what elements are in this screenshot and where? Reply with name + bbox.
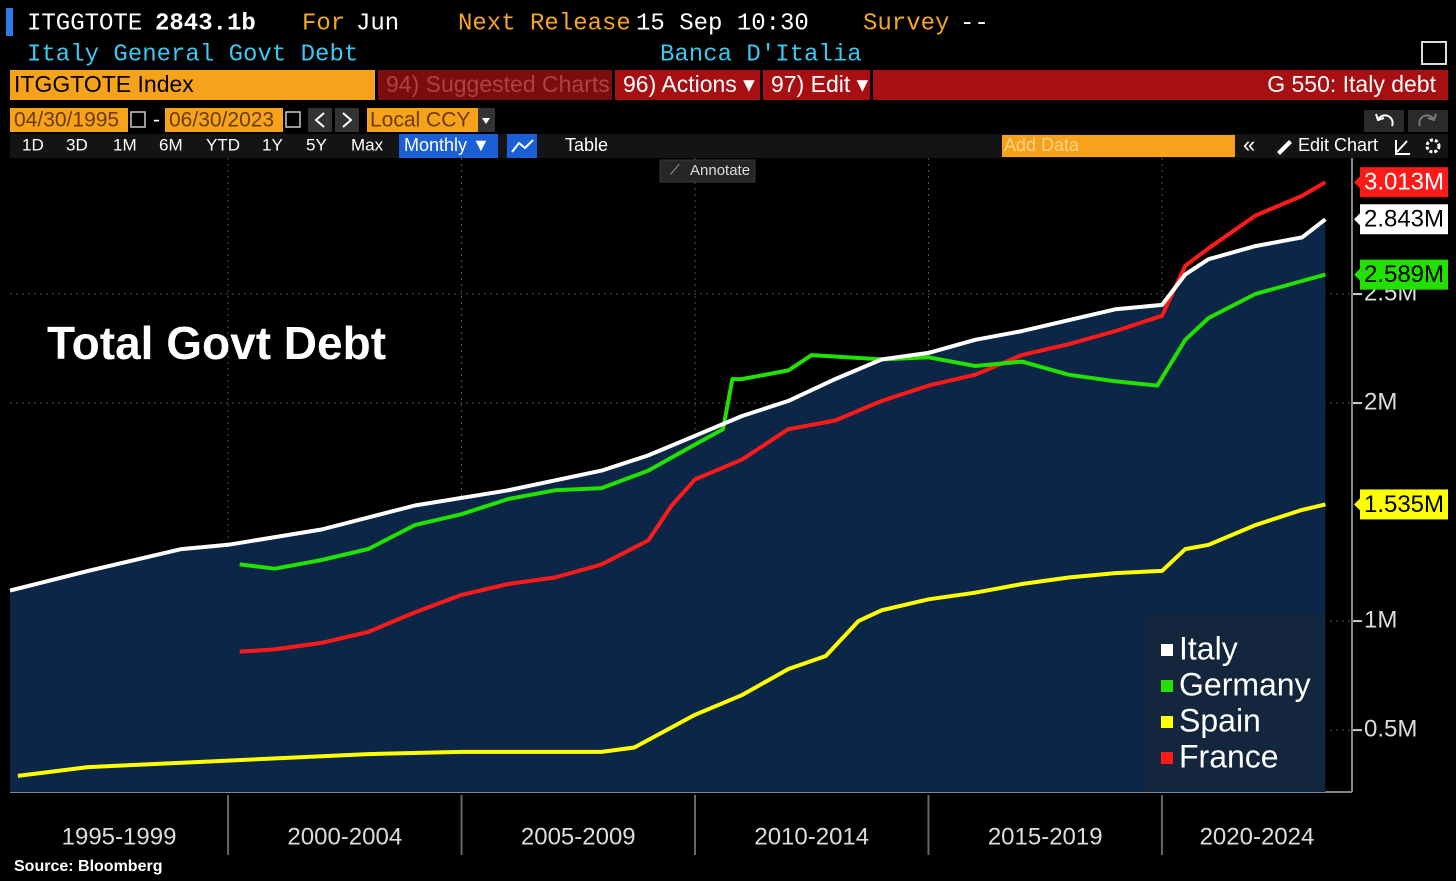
- survey-value: --: [960, 10, 989, 37]
- annotate-button[interactable]: [659, 159, 756, 183]
- actions-button[interactable]: [615, 70, 760, 100]
- last-value-label: 2.589M: [1364, 261, 1444, 288]
- annotate-icon: ⟋: [670, 162, 680, 178]
- release-value: 15 Sep 10:30: [636, 10, 809, 37]
- last-value-label: 3.013M: [1364, 169, 1444, 196]
- annotate[interactable]: Annotate: [690, 162, 750, 179]
- legend-swatch: [1161, 680, 1173, 692]
- series-line: [9, 217, 1327, 593]
- add-data[interactable]: Add Data: [1004, 135, 1080, 155]
- last-value-label: 1.535M: [1364, 491, 1444, 518]
- for-label: For: [302, 10, 345, 37]
- currency[interactable]: Local CCY: [370, 109, 470, 132]
- period-button[interactable]: YTD: [206, 135, 240, 154]
- survey-label: Survey: [863, 10, 949, 37]
- frequency[interactable]: Monthly ▼: [404, 135, 490, 155]
- start-date[interactable]: 04/30/1995: [14, 109, 119, 132]
- pencil-icon: [1277, 140, 1292, 155]
- currency-box[interactable]: [367, 108, 495, 132]
- function: G 550: Italy debt: [1267, 71, 1436, 97]
- next-button[interactable]: [335, 108, 359, 132]
- x-tick-label: 2000-2004: [287, 823, 402, 850]
- redo-button[interactable]: [1408, 110, 1448, 132]
- end-date[interactable]: 06/30/2023: [169, 109, 274, 132]
- settings-icon[interactable]: [1425, 138, 1441, 154]
- prev-button[interactable]: [308, 108, 332, 132]
- period-button[interactable]: 1M: [113, 135, 137, 154]
- y-tick-label: 1M: [1364, 606, 1397, 633]
- collapse-icon[interactable]: «: [1243, 132, 1255, 157]
- data-source: Banca D'Italia: [660, 41, 862, 68]
- security[interactable]: ITGGTOTE Index: [14, 71, 194, 97]
- last-value-box: [1360, 489, 1448, 520]
- next-arrow: [342, 112, 353, 128]
- popout-icon[interactable]: [1421, 41, 1447, 65]
- suggested-button[interactable]: [378, 70, 612, 100]
- edit-icon[interactable]: [1395, 140, 1410, 155]
- period-button[interactable]: 5Y: [306, 135, 327, 154]
- calendar-icon[interactable]: [130, 111, 146, 128]
- function-bar: [873, 70, 1448, 100]
- period-button[interactable]: Max: [351, 135, 384, 154]
- description: Italy General Govt Debt: [27, 41, 358, 68]
- legend-label: Germany: [1179, 666, 1311, 702]
- redo-icon: [1418, 113, 1437, 127]
- release-label: Next Release: [458, 10, 631, 37]
- dropdown-arrow: [482, 118, 490, 124]
- x-tick-label: 2010-2014: [754, 823, 869, 850]
- last-value: 2843.1b: [155, 10, 256, 37]
- period-button[interactable]: 3D: [66, 135, 88, 154]
- date-separator: -: [153, 109, 160, 132]
- frequency-box[interactable]: [399, 134, 498, 158]
- x-tick-label: 2005-2009: [521, 823, 636, 850]
- edit-chart[interactable]: Edit Chart: [1298, 135, 1378, 155]
- x-tick-label: 2020-2024: [1200, 823, 1315, 850]
- period-button[interactable]: 1Y: [262, 135, 283, 154]
- y-tick-label: 2M: [1364, 388, 1397, 415]
- add-data-box[interactable]: [1002, 135, 1235, 157]
- legend-swatch: [1161, 644, 1173, 656]
- edit-button[interactable]: [763, 70, 870, 100]
- undo-button[interactable]: [1364, 110, 1404, 132]
- actions[interactable]: 96) Actions ▾: [623, 71, 755, 97]
- prev-arrow: [314, 112, 325, 128]
- last-value-label: 2.843M: [1364, 206, 1444, 233]
- chart-annotation: Total Govt Debt: [47, 317, 386, 369]
- series-line: [17, 502, 1326, 778]
- y-tick-label: 0.5M: [1364, 715, 1417, 742]
- legend-swatch: [1161, 752, 1173, 764]
- last-value-box: [1360, 259, 1448, 290]
- chart-type-icon: [511, 139, 534, 153]
- series-line: [239, 272, 1326, 571]
- period-button[interactable]: 1D: [22, 135, 44, 154]
- period-button[interactable]: 6M: [159, 135, 183, 154]
- undo-icon: [1375, 113, 1394, 127]
- legend-label: Spain: [1179, 702, 1261, 738]
- legend-box: [1143, 614, 1325, 790]
- suggested-charts[interactable]: 94) Suggested Charts: [386, 71, 610, 97]
- last-value-box: [1360, 167, 1448, 198]
- calendar-icon[interactable]: [285, 111, 301, 128]
- for-value: Jun: [356, 10, 399, 37]
- legend-label: France: [1179, 738, 1279, 774]
- edit[interactable]: 97) Edit ▾: [771, 71, 869, 97]
- legend-swatch: [1161, 716, 1173, 728]
- start-date-box[interactable]: [10, 108, 128, 132]
- last-value-box: [1360, 204, 1448, 235]
- legend-label: Italy: [1179, 630, 1238, 666]
- ticker: ITGGTOTE: [27, 10, 142, 37]
- ticker-marker: [6, 8, 13, 36]
- end-date-box[interactable]: [165, 108, 283, 132]
- table[interactable]: Table: [565, 135, 608, 155]
- x-tick-label: 1995-1999: [62, 823, 177, 850]
- security-box[interactable]: [10, 70, 375, 100]
- x-tick-label: 2015-2019: [988, 823, 1103, 850]
- footer-source: Source: Bloomberg: [14, 858, 162, 875]
